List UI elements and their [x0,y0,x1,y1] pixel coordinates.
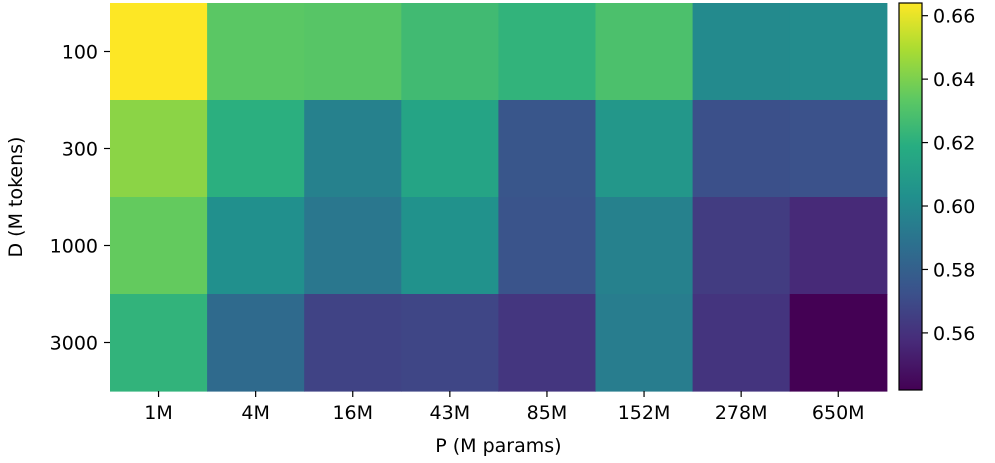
heatmap-cell-1000-152M [595,197,694,295]
x-tick-label: 1M [144,402,172,424]
heatmap-cell-3000-43M [401,294,499,392]
colorbar-tick-label: 0.64 [933,69,975,91]
heatmap-cell-300-1M [110,100,208,198]
heatmap-cell-1000-278M [692,197,791,295]
heatmap-cell-3000-278M [692,294,791,392]
colorbar-ticks: 0.56 0.58 0.60 0.62 0.64 0.66 [922,6,975,345]
heatmap-cell-100-152M [595,3,694,101]
heatmap-cell-1000-1M [110,197,208,295]
x-axis-label: P (M params) [435,435,561,457]
x-tick-label: 85M [527,402,568,424]
heatmap-cell-3000-4M [207,294,305,392]
x-tick-label: 650M [812,402,865,424]
colorbar-tick-label: 0.60 [933,196,975,218]
colorbar-tick-label: 0.66 [933,6,975,28]
heatmap-cell-1000-650M [789,197,888,295]
heatmap-cell-1000-16M [304,197,402,295]
y-tick-label: 3000 [50,333,98,355]
heatmap-cell-3000-16M [304,294,402,392]
y-tick-label: 100 [62,42,98,64]
heatmap-cell-300-278M [692,100,791,198]
x-tick-label: 4M [241,402,269,424]
heatmap-cell-300-16M [304,100,402,198]
y-tick-label: 300 [62,139,98,161]
colorbar-tick-label: 0.62 [933,133,975,155]
heatmap-cell-1000-85M [498,197,597,295]
x-tick-label: 152M [618,402,671,424]
heatmap-cell-3000-1M [110,294,208,392]
y-axis: 100 300 1000 3000 [50,42,110,355]
heatmap-cell-3000-152M [595,294,694,392]
heatmap-cell-100-4M [207,3,305,101]
heatmap-cell-100-85M [498,3,597,101]
heatmap-cell-100-650M [789,3,888,101]
heatmap-cell-300-650M [789,100,888,198]
heatmap-cell-3000-85M [498,294,597,392]
colorbar-tick-label: 0.58 [933,259,975,281]
heatmap-cell-100-278M [692,3,791,101]
heatmap-cell-300-85M [498,100,597,198]
x-axis: 1M 4M 16M 43M 85M 152M 278M 650M [144,391,865,424]
x-tick-label: 16M [332,402,373,424]
heatmap-cell-300-4M [207,100,305,198]
heatmap-cell-300-152M [595,100,694,198]
colorbar-tick-label: 0.56 [933,323,975,345]
heatmap-cell-100-43M [401,3,499,101]
heatmap-cell-1000-4M [207,197,305,295]
y-axis-label: D (M tokens) [5,137,27,258]
y-tick-label: 1000 [50,236,98,258]
x-tick-label: 278M [715,402,768,424]
heatmap-cell-100-16M [304,3,402,101]
heatmap-cells [110,3,888,392]
colorbar [898,2,923,391]
x-tick-label: 43M [430,402,471,424]
heatmap-cell-3000-650M [789,294,888,392]
heatmap-cell-100-1M [110,3,208,101]
heatmap-cell-1000-43M [401,197,499,295]
heatmap-cell-300-43M [401,100,499,198]
